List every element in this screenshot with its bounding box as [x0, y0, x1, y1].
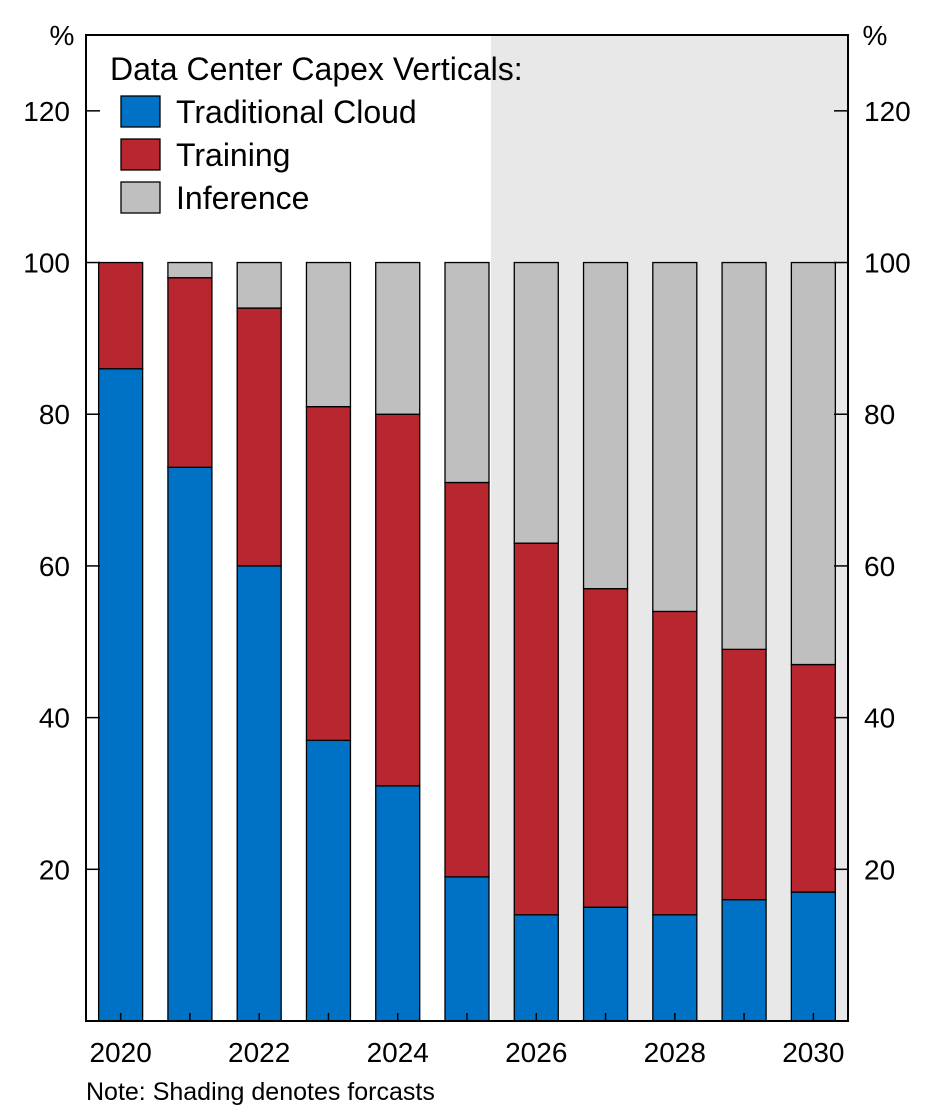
y-tick-label-right-60: 60: [864, 551, 895, 582]
bar-traditional-cloud-2027: [582, 906, 629, 1022]
legend: Data Center Capex Verticals: Traditional…: [110, 51, 523, 216]
bar-training-2027: [582, 588, 629, 908]
x-tick-label-2026: 2026: [505, 1037, 567, 1068]
bar-inference-2024: [375, 261, 421, 415]
legend-swatch-training: [120, 138, 161, 171]
bar-inference-2029: [721, 261, 767, 651]
y-tick-label-right-120: 120: [864, 96, 911, 127]
y-tick-label-left-120: 120: [23, 96, 70, 127]
legend-label-training: Training: [176, 137, 290, 173]
legend-title: Data Center Capex Verticals:: [110, 51, 523, 87]
bar-inference-2028: [652, 261, 698, 613]
x-tick-label-2024: 2024: [367, 1037, 429, 1068]
bar-inference-2026: [513, 261, 559, 544]
bar-inference-2022: [236, 261, 282, 309]
y-tick-label-right-20: 20: [864, 854, 895, 885]
bar-traditional-cloud-2024: [375, 785, 421, 1022]
chart-note: Note: Shading denotes forcasts: [86, 1078, 435, 1106]
x-axis: 2020 2022 2024 2026 2028 2030: [89, 1013, 845, 1068]
bar-traditional-cloud-2020: [97, 368, 144, 1022]
bar-inference-2030: [790, 261, 837, 666]
bar-traditional-cloud-2022: [236, 565, 282, 1022]
x-tick-label-2028: 2028: [644, 1037, 706, 1068]
legend-swatch-traditional-cloud: [120, 95, 161, 128]
y-tick-label-right-40: 40: [864, 703, 895, 734]
bar-training-2030: [790, 663, 837, 893]
bar-traditional-cloud-2025: [444, 876, 490, 1022]
bar-training-2026: [513, 542, 559, 916]
bar-training-2021: [167, 277, 213, 468]
y-tick-label-left-20: 20: [39, 854, 70, 885]
y-unit-left: %: [50, 20, 75, 51]
bar-traditional-cloud-2023: [305, 739, 352, 1022]
bar-training-2020: [97, 261, 144, 370]
y-tick-label-right-100: 100: [864, 248, 911, 279]
y-tick-label-right-80: 80: [864, 399, 895, 430]
bar-inference-2027: [582, 261, 629, 590]
bars-group: [97, 261, 837, 1022]
y-unit-right: %: [863, 20, 888, 51]
y-axes: 20 20 40 40 60 60 80 80 100 100 120 120: [23, 96, 910, 885]
bar-inference-2025: [444, 261, 490, 484]
y-tick-label-left-100: 100: [23, 248, 70, 279]
bar-training-2022: [236, 307, 282, 567]
bar-training-2025: [444, 481, 490, 878]
bar-training-2023: [305, 405, 352, 742]
y-tick-label-left-80: 80: [39, 399, 70, 430]
bar-inference-2023: [305, 261, 352, 408]
x-tick-label-2022: 2022: [228, 1037, 290, 1068]
y-tick-label-left-60: 60: [39, 551, 70, 582]
legend-label-traditional-cloud: Traditional Cloud: [176, 94, 417, 130]
bar-training-2024: [375, 413, 421, 787]
bar-inference-2021: [167, 261, 213, 279]
legend-swatch-inference: [120, 181, 161, 214]
x-tick-label-2020: 2020: [89, 1037, 151, 1068]
bar-traditional-cloud-2026: [513, 914, 559, 1022]
legend-label-inference: Inference: [176, 180, 309, 216]
bar-traditional-cloud-2029: [721, 898, 767, 1022]
bar-traditional-cloud-2021: [167, 466, 213, 1022]
bar-traditional-cloud-2030: [790, 891, 837, 1022]
bar-training-2029: [721, 648, 767, 901]
x-tick-label-2030: 2030: [782, 1037, 844, 1068]
y-tick-label-left-40: 40: [39, 703, 70, 734]
bar-traditional-cloud-2028: [652, 914, 698, 1022]
bar-training-2028: [652, 610, 698, 916]
